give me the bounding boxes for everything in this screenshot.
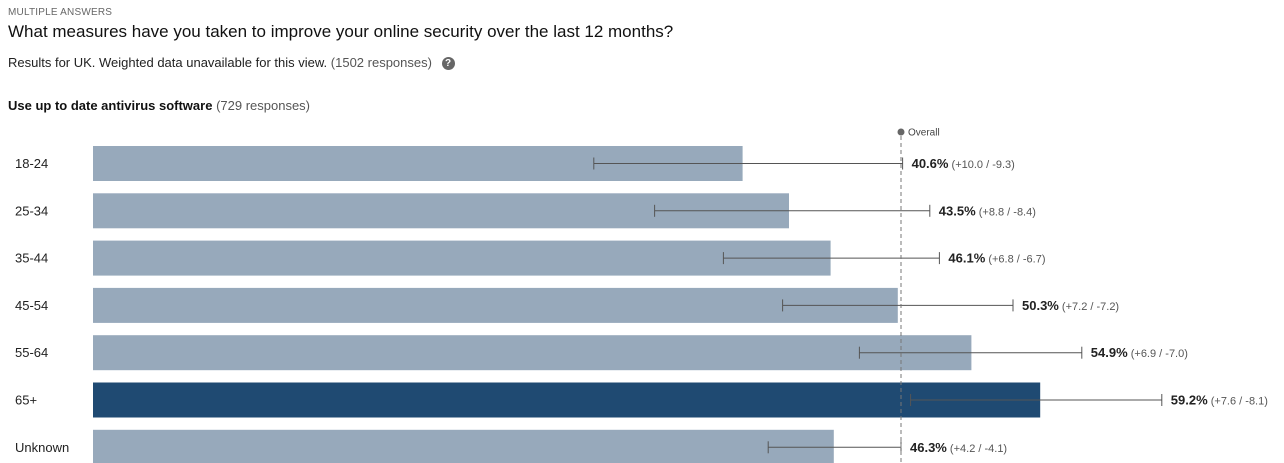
results-meta: Results for UK. Weighted data unavailabl…: [8, 55, 455, 70]
category-label: 65+: [15, 393, 37, 408]
value-percent: 59.2%: [1171, 393, 1208, 408]
error-range: (+7.2 / -7.2): [1059, 301, 1119, 313]
value-label: 40.6% (+10.0 / -9.3): [912, 156, 1015, 171]
error-range: (+4.2 / -4.1): [947, 443, 1007, 455]
value-label: 46.1% (+6.8 / -6.7): [948, 251, 1045, 266]
value-percent: 50.3%: [1022, 298, 1059, 313]
category-label: 35-44: [15, 251, 48, 266]
answer-heading: Use up to date antivirus software (729 r…: [8, 98, 310, 113]
overall-label: Overall: [908, 128, 940, 139]
meta-count: (1502 responses): [330, 55, 432, 70]
overall-marker: [897, 128, 905, 136]
bar: [93, 429, 834, 463]
error-range: (+8.8 / -8.4): [976, 206, 1036, 218]
value-label: 54.9% (+6.9 / -7.0): [1091, 345, 1188, 360]
bar: [93, 382, 1041, 418]
error-range: (+6.9 / -7.0): [1128, 348, 1188, 360]
bar: [93, 287, 898, 323]
value-percent: 46.3%: [910, 440, 947, 455]
value-label: 59.2% (+7.6 / -8.1): [1171, 393, 1268, 408]
value-label: 46.3% (+4.2 / -4.1): [910, 440, 1007, 455]
error-range: (+10.0 / -9.3): [948, 159, 1014, 171]
value-percent: 40.6%: [912, 156, 949, 171]
bar: [93, 335, 972, 371]
bar-chart: 18-24 40.6% (+10.0 / -9.3) 25-34 43.5% (+8.…: [15, 128, 1268, 463]
eyebrow-label: MULTIPLE ANSWERS: [8, 7, 113, 18]
meta-text: Results for UK. Weighted data unavailabl…: [8, 55, 328, 70]
answer-count: (729 responses): [216, 98, 311, 113]
value-label: 50.3% (+7.2 / -7.2): [1022, 298, 1119, 313]
category-label: 18-24: [15, 156, 48, 171]
value-percent: 43.5%: [939, 203, 976, 218]
bar: [93, 240, 831, 276]
category-label: Unknown: [15, 440, 69, 455]
value-percent: 54.9%: [1091, 345, 1128, 360]
question-title: What measures have you taken to improve …: [8, 22, 674, 41]
error-range: (+6.8 / -6.7): [985, 254, 1045, 266]
answer-label: Use up to date antivirus software: [8, 98, 213, 113]
category-label: 45-54: [15, 298, 48, 313]
category-label: 55-64: [15, 345, 48, 360]
value-label: 43.5% (+8.8 / -8.4): [939, 203, 1036, 218]
value-percent: 46.1%: [948, 251, 985, 266]
error-range: (+7.6 / -8.1): [1208, 396, 1268, 408]
category-label: 25-34: [15, 203, 48, 218]
question-circle-icon[interactable]: ?: [441, 57, 455, 70]
